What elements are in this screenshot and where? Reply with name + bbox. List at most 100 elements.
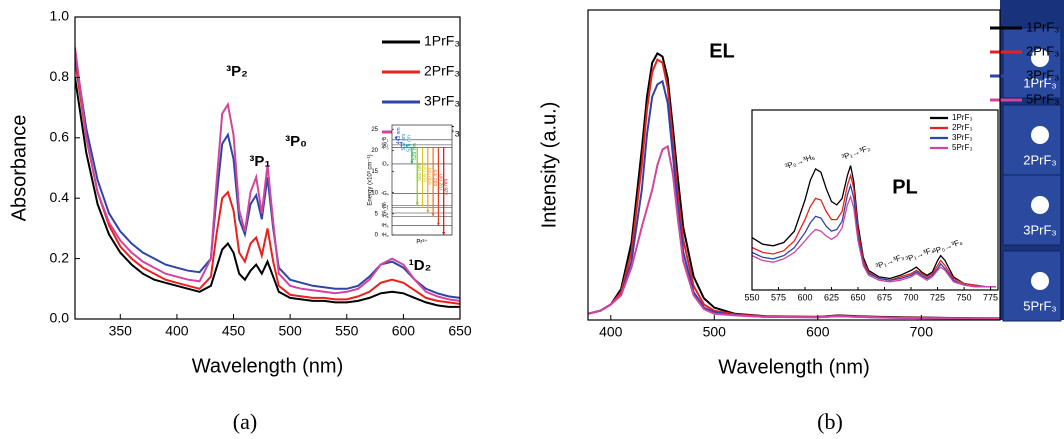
transition-label: 605 nm [422, 165, 428, 182]
x-tick-label: 500 [278, 322, 302, 338]
y-tick-label: 15 [371, 169, 378, 175]
plot-frame [74, 16, 461, 320]
transition-label: 702 nm [438, 174, 444, 191]
transition-label: 443 nm [396, 127, 402, 144]
x-tick-label: 400 [599, 323, 623, 339]
x-tick-label: 600 [798, 292, 813, 302]
y-tick-label: 25 [371, 127, 378, 133]
level-label: ³H₆ [381, 214, 388, 220]
level-label: ³P₁ [382, 142, 389, 148]
legend-label: 3PrF₃ [1026, 67, 1059, 82]
x-tick-label: 650 [851, 292, 866, 302]
annotation: PL [892, 176, 918, 198]
plot-frame [751, 109, 999, 291]
photo-panel [1002, 27, 1062, 99]
legend-label: 3PrF₃ [424, 93, 460, 109]
arrow-head [394, 136, 398, 140]
plot-area [752, 165, 996, 288]
x-tick-label: 400 [165, 322, 189, 338]
x-tick-label: 500 [703, 323, 727, 339]
x-axis-label: Pr³⁺ [416, 239, 427, 246]
x-tick-label: 550 [335, 322, 359, 338]
x-tick-label: 350 [109, 322, 133, 338]
y-tick-label: 0.2 [50, 249, 70, 265]
transition-label: 640 nm [428, 168, 434, 185]
photo-label: 2PrF₃ [1023, 152, 1056, 167]
legend-label: 5PrF₃ [1026, 91, 1059, 106]
y-tick-label: 0.8 [50, 68, 70, 84]
sample-spot [1031, 272, 1049, 290]
photo-panel [1002, 104, 1062, 176]
plot-frame [587, 9, 1001, 321]
x-tick-label: 725 [930, 292, 945, 302]
legend-label: 2PrF₃ [424, 63, 460, 79]
series-line [75, 77, 460, 308]
y-axis-label: Energy (x10³ cm⁻¹) [368, 154, 374, 205]
level-label: ¹D₂ [381, 161, 388, 167]
arrow-head [431, 213, 435, 217]
x-tick-label: 775 [983, 292, 998, 302]
legend-label: 2PrF₃ [952, 123, 973, 132]
x-tick-label: 625 [824, 292, 839, 302]
series-line [75, 59, 460, 305]
annotation: ³P₀ [285, 133, 307, 150]
x-tick-label: 700 [904, 292, 919, 302]
legend-label: 1PrF₃ [1026, 19, 1059, 34]
transition-label: 526 nm [407, 135, 413, 152]
transition-label: 688 nm [433, 170, 439, 187]
legend-label: 5PrF₃ [952, 143, 973, 152]
x-tick-label: 575 [771, 292, 786, 302]
sample-spot [1031, 196, 1049, 214]
series-line [75, 47, 460, 302]
y-tick-label: 1.0 [50, 8, 70, 24]
annotation: ¹D₂ [409, 257, 432, 274]
arrow-head [436, 222, 440, 226]
level-label: ³F₂ [382, 210, 389, 216]
x-tick-label: 700 [910, 323, 934, 339]
x-tick-label: 650 [448, 322, 472, 338]
x-tick-label: 450 [222, 322, 246, 338]
annotation: ³P₁ [249, 153, 270, 170]
x-tick-label: 675 [877, 292, 892, 302]
legend-label: 1PrF₃ [424, 33, 460, 49]
y-tick-label: 5 [375, 211, 379, 217]
level-label: ³F₃ [382, 205, 389, 211]
level-label: ³F₄ [382, 203, 389, 209]
y-tick-label: 0 [375, 233, 379, 239]
transition-label: 539 nm [412, 143, 418, 160]
photo-panel [1002, 250, 1062, 322]
y-tick-label: 0.6 [50, 129, 70, 145]
arrow-head [426, 210, 430, 213]
y-axis-label: Intensity (a.u.) [538, 102, 560, 229]
y-axis-label: Absorbance [8, 115, 30, 222]
sample-spot [1031, 49, 1049, 67]
arrow-head [405, 144, 409, 148]
x-tick-label: 750 [957, 292, 972, 302]
y-tick-label: 0.0 [50, 310, 70, 326]
photo-label: 1PrF₃ [1023, 75, 1056, 90]
level-label: ¹G₄ [381, 191, 389, 197]
legend-label: 3PrF₃ [952, 133, 973, 142]
x-axis-label: Wavelength (nm) [192, 355, 344, 377]
x-tick-label: 600 [806, 323, 830, 339]
x-axis-label: Wavelength (nm) [718, 356, 870, 378]
arrow-head [399, 141, 403, 145]
transition-label: 502 nm [401, 134, 407, 151]
photo-label: 3PrF₃ [1023, 222, 1056, 237]
transition-label: 560 nm [417, 164, 423, 181]
plot-area [588, 52, 1000, 320]
series-line [588, 144, 1000, 320]
level-label: ³H₅ [381, 223, 388, 229]
caption: (b) [817, 409, 843, 434]
plot-area [75, 47, 460, 308]
legend-label: 1PrF₃ [952, 113, 973, 122]
x-tick-label: 550 [744, 292, 759, 302]
series-line [752, 194, 996, 288]
arrow-head [415, 202, 419, 206]
arrow-head [442, 232, 446, 235]
level-label: ³H₄ [381, 232, 388, 238]
inset-background [752, 110, 998, 290]
transition-label: 726 nm [444, 179, 450, 196]
photo-label: 5PrF₃ [1023, 298, 1056, 313]
